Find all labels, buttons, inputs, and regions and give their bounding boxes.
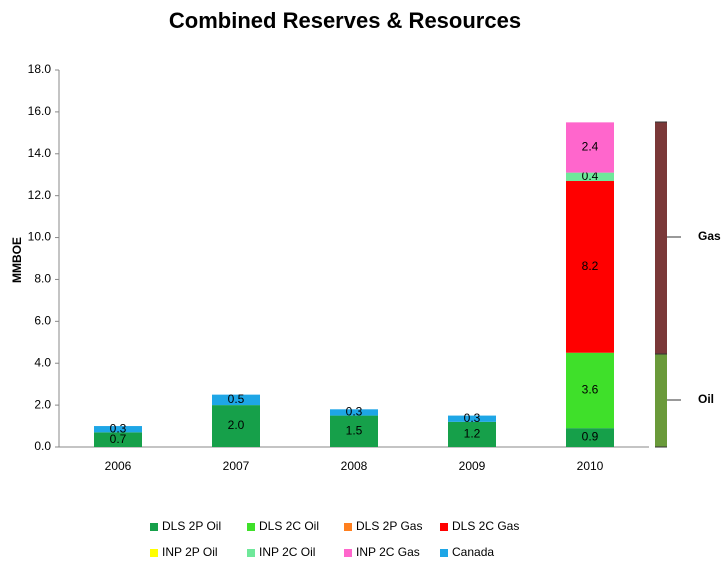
y-tick-label: 14.0 (28, 146, 52, 160)
y-tick-label: 4.0 (34, 355, 51, 369)
data-label: 2.0 (228, 418, 245, 432)
bar-segment (94, 426, 142, 433)
legend-label: DLS 2P Gas (356, 519, 422, 533)
y-tick-label: 8.0 (34, 272, 51, 286)
data-label: 0.9 (582, 430, 599, 444)
legend-swatch (440, 549, 448, 557)
y-tick-label: 2.0 (34, 397, 51, 411)
legend-label: DLS 2C Gas (452, 519, 519, 533)
bar-segment (94, 432, 142, 447)
bar-segment (566, 181, 614, 353)
y-axis-label: MMBOE (10, 237, 24, 283)
x-tick-label: 2006 (105, 459, 132, 473)
legend-label: INP 2C Oil (259, 545, 315, 559)
bar-segment (566, 352, 614, 429)
data-label: 8.2 (582, 259, 599, 273)
bar-segment (448, 415, 496, 422)
oil-bracket-edge (655, 353, 681, 448)
data-label: 3.6 (582, 383, 599, 397)
legend-swatch (247, 549, 255, 557)
bar-segment (212, 405, 260, 447)
legend-label: INP 2C Gas (356, 545, 420, 559)
bar-segment (566, 428, 614, 447)
legend-label: DLS 2P Oil (162, 519, 221, 533)
y-tick-label: 0.0 (34, 439, 51, 453)
bar-segment (448, 421, 496, 447)
bar-segment (330, 409, 378, 416)
legend-label: DLS 2C Oil (259, 519, 319, 533)
data-label: 0.3 (110, 421, 127, 435)
data-label: 0.5 (228, 392, 245, 406)
legend-swatch (344, 523, 352, 531)
x-tick-label: 2009 (459, 459, 486, 473)
y-tick-label: 12.0 (28, 188, 52, 202)
data-label: 1.2 (464, 427, 481, 441)
y-tick-label: 6.0 (34, 314, 51, 328)
data-label: 2.4 (582, 140, 599, 154)
y-tick-label: 10.0 (28, 230, 52, 244)
x-tick-label: 2008 (341, 459, 368, 473)
legend-swatch (247, 523, 255, 531)
legend-swatch (150, 549, 158, 557)
x-tick-label: 2007 (223, 459, 250, 473)
gas-bracket (655, 122, 667, 354)
legend-swatch (344, 549, 352, 557)
legend-label: Canada (452, 545, 494, 559)
data-label: 0.3 (346, 405, 363, 419)
legend-label: INP 2P Oil (162, 545, 218, 559)
y-tick-label: 18.0 (28, 62, 52, 76)
x-tick-label: 2010 (577, 459, 604, 473)
legend-swatch (150, 523, 158, 531)
annotation: Gas (698, 229, 721, 243)
y-tick-label: 16.0 (28, 104, 52, 118)
data-label: 0.7 (110, 432, 127, 446)
bar-segment (566, 122, 614, 173)
annotation: Oil (698, 392, 714, 406)
bar-segment (566, 172, 614, 182)
legend-swatch (440, 523, 448, 531)
bar-segment (330, 415, 378, 447)
oil-bracket (655, 354, 667, 447)
data-label: 0.3 (464, 411, 481, 425)
data-label: 1.5 (346, 423, 363, 437)
bar-segment (212, 394, 260, 406)
chart-title: Combined Reserves & Resources (169, 8, 521, 33)
